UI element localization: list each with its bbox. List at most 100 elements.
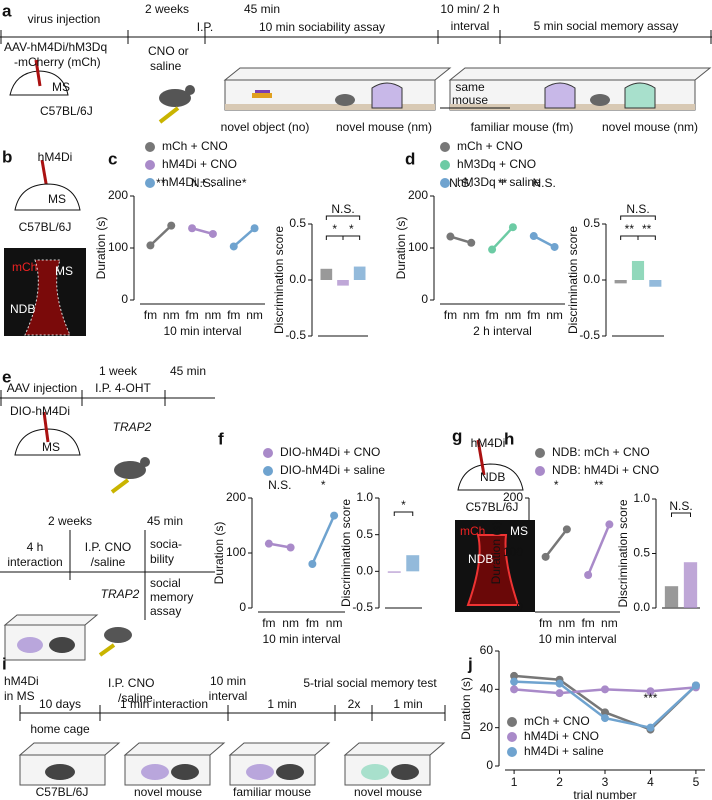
label: MS — [42, 440, 60, 454]
label: NDB — [468, 552, 493, 566]
series-point — [601, 708, 609, 717]
bar — [320, 268, 333, 280]
sig-label: N.S. — [331, 202, 354, 216]
series-point — [605, 520, 614, 529]
label: mouse — [452, 93, 488, 107]
panel-letter: j — [467, 654, 473, 673]
y-axis-label: Discrimination score — [272, 226, 286, 334]
sig-bracket — [637, 235, 656, 240]
series-point — [562, 525, 571, 534]
sig-label: * — [401, 498, 406, 512]
y-tick-label: 60 — [480, 643, 494, 657]
legend-marker — [440, 160, 450, 170]
x-tick-label: nm — [601, 616, 618, 630]
label: C57BL/6J — [40, 104, 93, 118]
sig-label: ** — [594, 478, 604, 492]
label: saline — [150, 59, 182, 73]
label: NDB — [10, 302, 35, 316]
bar — [664, 586, 679, 608]
x-tick-label: nm — [559, 616, 576, 630]
series-line — [311, 515, 336, 565]
legend-label: hM3Dq + saline — [457, 175, 541, 189]
bar — [353, 266, 366, 280]
x-tick-label: nm — [205, 308, 222, 322]
x-tick-label: fm — [227, 308, 240, 322]
y-axis-label: Duration (s) — [394, 217, 408, 280]
label: 5 min social memory assay — [534, 19, 679, 33]
y-tick-label: 0.0 — [289, 272, 306, 286]
x-tick-label: nm — [246, 308, 263, 322]
legend-label: hM4Di + saline — [524, 744, 604, 758]
illustrations — [0, 30, 712, 786]
series-point — [446, 232, 455, 241]
label: mCh — [12, 260, 37, 274]
series-point — [541, 552, 550, 561]
label: familiar mouse — [233, 785, 311, 799]
y-tick-label: 0 — [486, 758, 493, 772]
sig-label: ** — [498, 176, 508, 190]
y-tick-label: 200 — [226, 490, 246, 504]
bar — [649, 280, 662, 287]
legend-marker — [440, 142, 450, 152]
series-point — [229, 242, 238, 251]
sig-label: N.S. — [669, 499, 692, 513]
label: memory — [150, 590, 193, 604]
legend-label: DIO-hM4Di + CNO — [280, 445, 380, 459]
label: 1 min — [267, 697, 296, 711]
legend-marker — [263, 466, 273, 476]
label: 4 h — [27, 540, 44, 554]
sig-label: * — [321, 478, 326, 492]
series-point — [691, 681, 700, 690]
y-tick-label: 0.5 — [633, 546, 650, 560]
sig-label: * — [349, 222, 354, 236]
series-point — [555, 679, 564, 688]
bar — [614, 280, 627, 284]
series-point — [601, 714, 609, 723]
legend-label: mCh + CNO — [457, 139, 523, 153]
x-tick-label: fm — [144, 308, 157, 322]
label: interaction — [7, 555, 62, 569]
label: MS — [52, 80, 70, 94]
label: hM4Di — [471, 436, 506, 450]
label: DIO-hM4Di — [10, 404, 70, 418]
y-tick-label: 0.5 — [583, 216, 600, 230]
legend-label: NDB: hM4Di + CNO — [552, 463, 659, 477]
label: C57BL/6J — [466, 500, 519, 514]
sig-bracket — [325, 235, 344, 240]
panel-letter: i — [2, 654, 7, 673]
label: novel mouse (nm) — [602, 120, 698, 134]
x-tick-label: nm — [282, 616, 299, 630]
sig-label: N.S. — [626, 202, 649, 216]
series-point — [601, 685, 609, 694]
sig-bracket — [342, 235, 361, 240]
sig-bracket — [620, 235, 639, 240]
sig-label: N.S. — [532, 176, 555, 190]
legend-marker — [145, 178, 155, 188]
label: 10 min sociability assay — [259, 20, 385, 34]
legend-marker — [535, 448, 545, 458]
y-tick-label: 100 — [226, 545, 246, 559]
y-tick-label: 0 — [516, 600, 523, 614]
label: interval — [209, 689, 248, 703]
sig-label: N.S. — [268, 478, 291, 492]
label: AAV injection — [7, 381, 77, 395]
series-point — [488, 245, 497, 254]
series-line — [232, 227, 256, 248]
panel-letter: c — [108, 149, 117, 168]
x-tick-label: 4 — [647, 775, 654, 789]
label: 1 min — [393, 697, 422, 711]
label: 10 min — [210, 674, 246, 688]
label: novel mouse (nm) — [336, 120, 432, 134]
label: NDB — [480, 470, 505, 484]
legend-label: mCh + CNO — [524, 714, 590, 728]
label: virus injection — [28, 12, 101, 26]
sig-label: N.S. — [449, 176, 472, 190]
legend-marker — [507, 717, 517, 727]
label: 45 min — [170, 364, 206, 378]
series-point — [555, 689, 564, 698]
x-axis-label: 10 min interval — [262, 632, 340, 646]
x-tick-label: nm — [505, 308, 522, 322]
label: I.P. — [197, 20, 213, 34]
y-axis-label: Duration (s) — [212, 522, 226, 585]
y-tick-label: 0 — [239, 600, 246, 614]
